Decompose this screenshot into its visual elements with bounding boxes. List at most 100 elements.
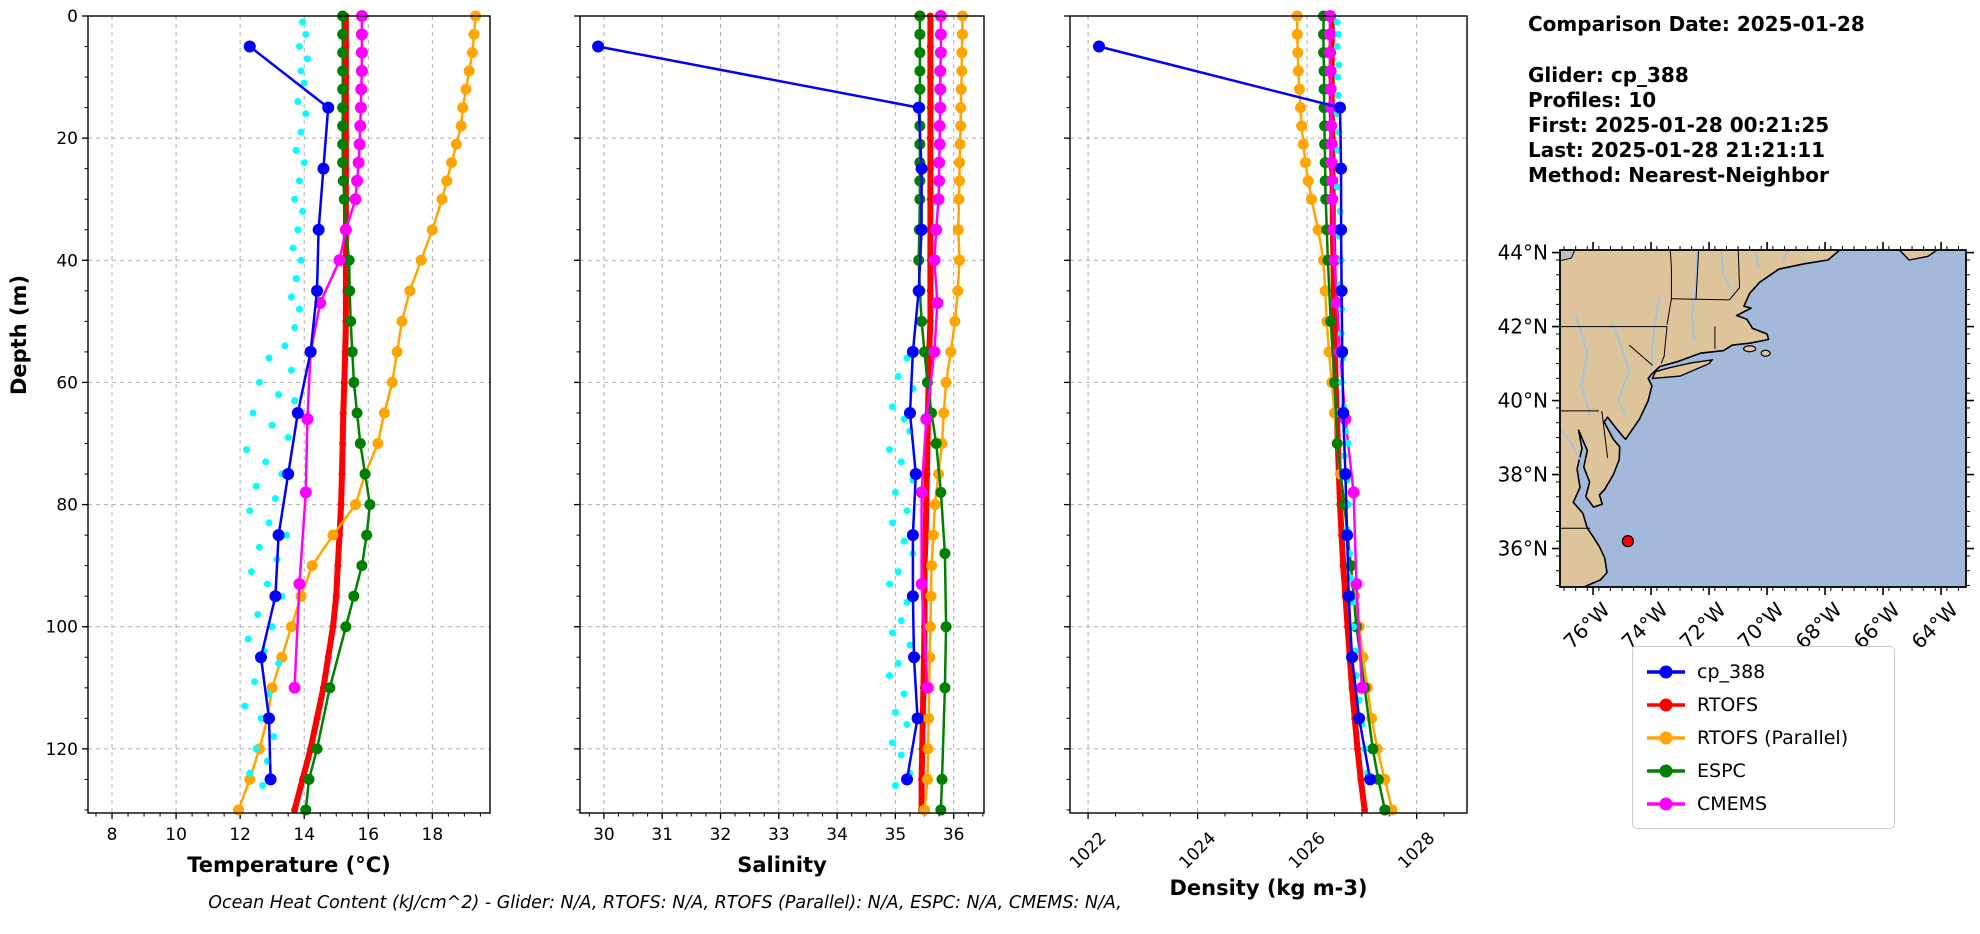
nova-scotia [1898,250,1939,261]
series-marker [436,193,448,205]
series-marker [269,590,282,603]
series-marker [1364,773,1377,786]
series-marker [1296,120,1308,132]
series-marker [1302,175,1314,187]
scatter-point [292,275,300,283]
panel-salinity: 30 31 32 33 34 35 36 Salinity [574,10,985,877]
series-marker [337,120,349,132]
scatter-point [295,305,303,313]
scatter-point [897,751,905,759]
river [1782,250,1790,263]
series-marker [324,682,336,694]
series-marker [940,376,952,388]
x-tick-label: 1022 [1066,828,1111,873]
series-marker [955,102,967,114]
scatter-point [897,458,905,466]
series-marker [926,317,934,325]
series-marker [282,468,295,481]
series-marker [1328,376,1340,388]
state-border [1671,298,1730,301]
series-marker [337,102,349,114]
series-marker [311,743,323,755]
scatter-point [291,397,299,405]
series-temperature-cmems [288,10,368,694]
state-border [1666,250,1672,325]
scatter-point [1333,18,1341,26]
scatter-point [284,433,292,441]
series-marker [914,83,926,95]
series-marker [940,621,952,633]
marthas-vineyard-island [1743,345,1757,353]
series-marker [1299,157,1311,169]
series-marker [926,560,938,572]
state-border [1695,250,1700,300]
series-marker [355,64,368,77]
series-marker [341,348,349,356]
series-marker [450,138,462,150]
scatter-point [249,409,257,417]
legend-item-rtofs: RTOFS [1645,688,1882,721]
scatter-point [292,146,300,154]
series-marker [334,562,342,570]
scatter-point [252,745,260,753]
scatter-point [1333,183,1341,191]
y-tick-label: 100 [46,618,78,638]
series-marker [1335,223,1348,236]
series-marker [923,712,935,724]
series-salinity-rtofs-parallel- [919,10,968,816]
series-marker [919,804,931,816]
series-marker [1335,162,1348,175]
series-marker [926,195,934,203]
series-marker [426,224,438,236]
state-border [1660,326,1668,364]
scatter-point [275,391,283,399]
series-marker [1292,47,1304,59]
series-marker [925,590,937,602]
series-temperature-cp_388 [243,40,335,786]
series-marker [312,223,325,236]
series-marker [1336,345,1349,358]
series-marker [926,43,934,51]
series-density-cp_388 [1093,40,1377,786]
series-marker [351,407,363,419]
series-marker [939,547,951,559]
series-marker [932,193,945,206]
series-marker [906,529,919,542]
series-marker [1326,174,1339,187]
series-marker [346,346,358,358]
legend-marker-icon [1647,797,1685,810]
long-island [1651,358,1714,380]
series-marker [317,162,330,175]
series-marker [351,174,364,187]
series-marker [233,804,245,816]
series-marker [911,712,924,725]
mainland-coastline [1560,250,1841,587]
scatter-point [241,702,249,710]
series-marker [264,773,277,786]
series-marker [926,165,934,173]
series-marker [934,46,947,59]
series-marker [934,101,947,114]
series-marker [933,119,946,132]
series-marker [337,501,345,509]
scatter-point [255,543,263,551]
series-salinity-cmems [915,10,947,694]
series-marker [1324,28,1337,41]
series-marker [354,438,366,450]
series-marker [949,315,961,327]
legend-marker-icon [1647,731,1685,744]
scatter-point [265,519,273,527]
series-marker [361,529,373,541]
scatter-point [903,720,911,728]
scatter-point [1334,73,1342,81]
series-marker [468,28,480,40]
first-profile-time: First: 2025-01-28 00:21:25 [1528,113,1830,137]
series-marker [1335,284,1348,297]
scatter-point [268,623,276,631]
series-marker [386,376,398,388]
series-marker [1355,681,1368,694]
series-marker [952,285,964,297]
series-marker [1325,119,1338,132]
scatter-point [275,659,283,667]
state-border [1729,250,1741,301]
